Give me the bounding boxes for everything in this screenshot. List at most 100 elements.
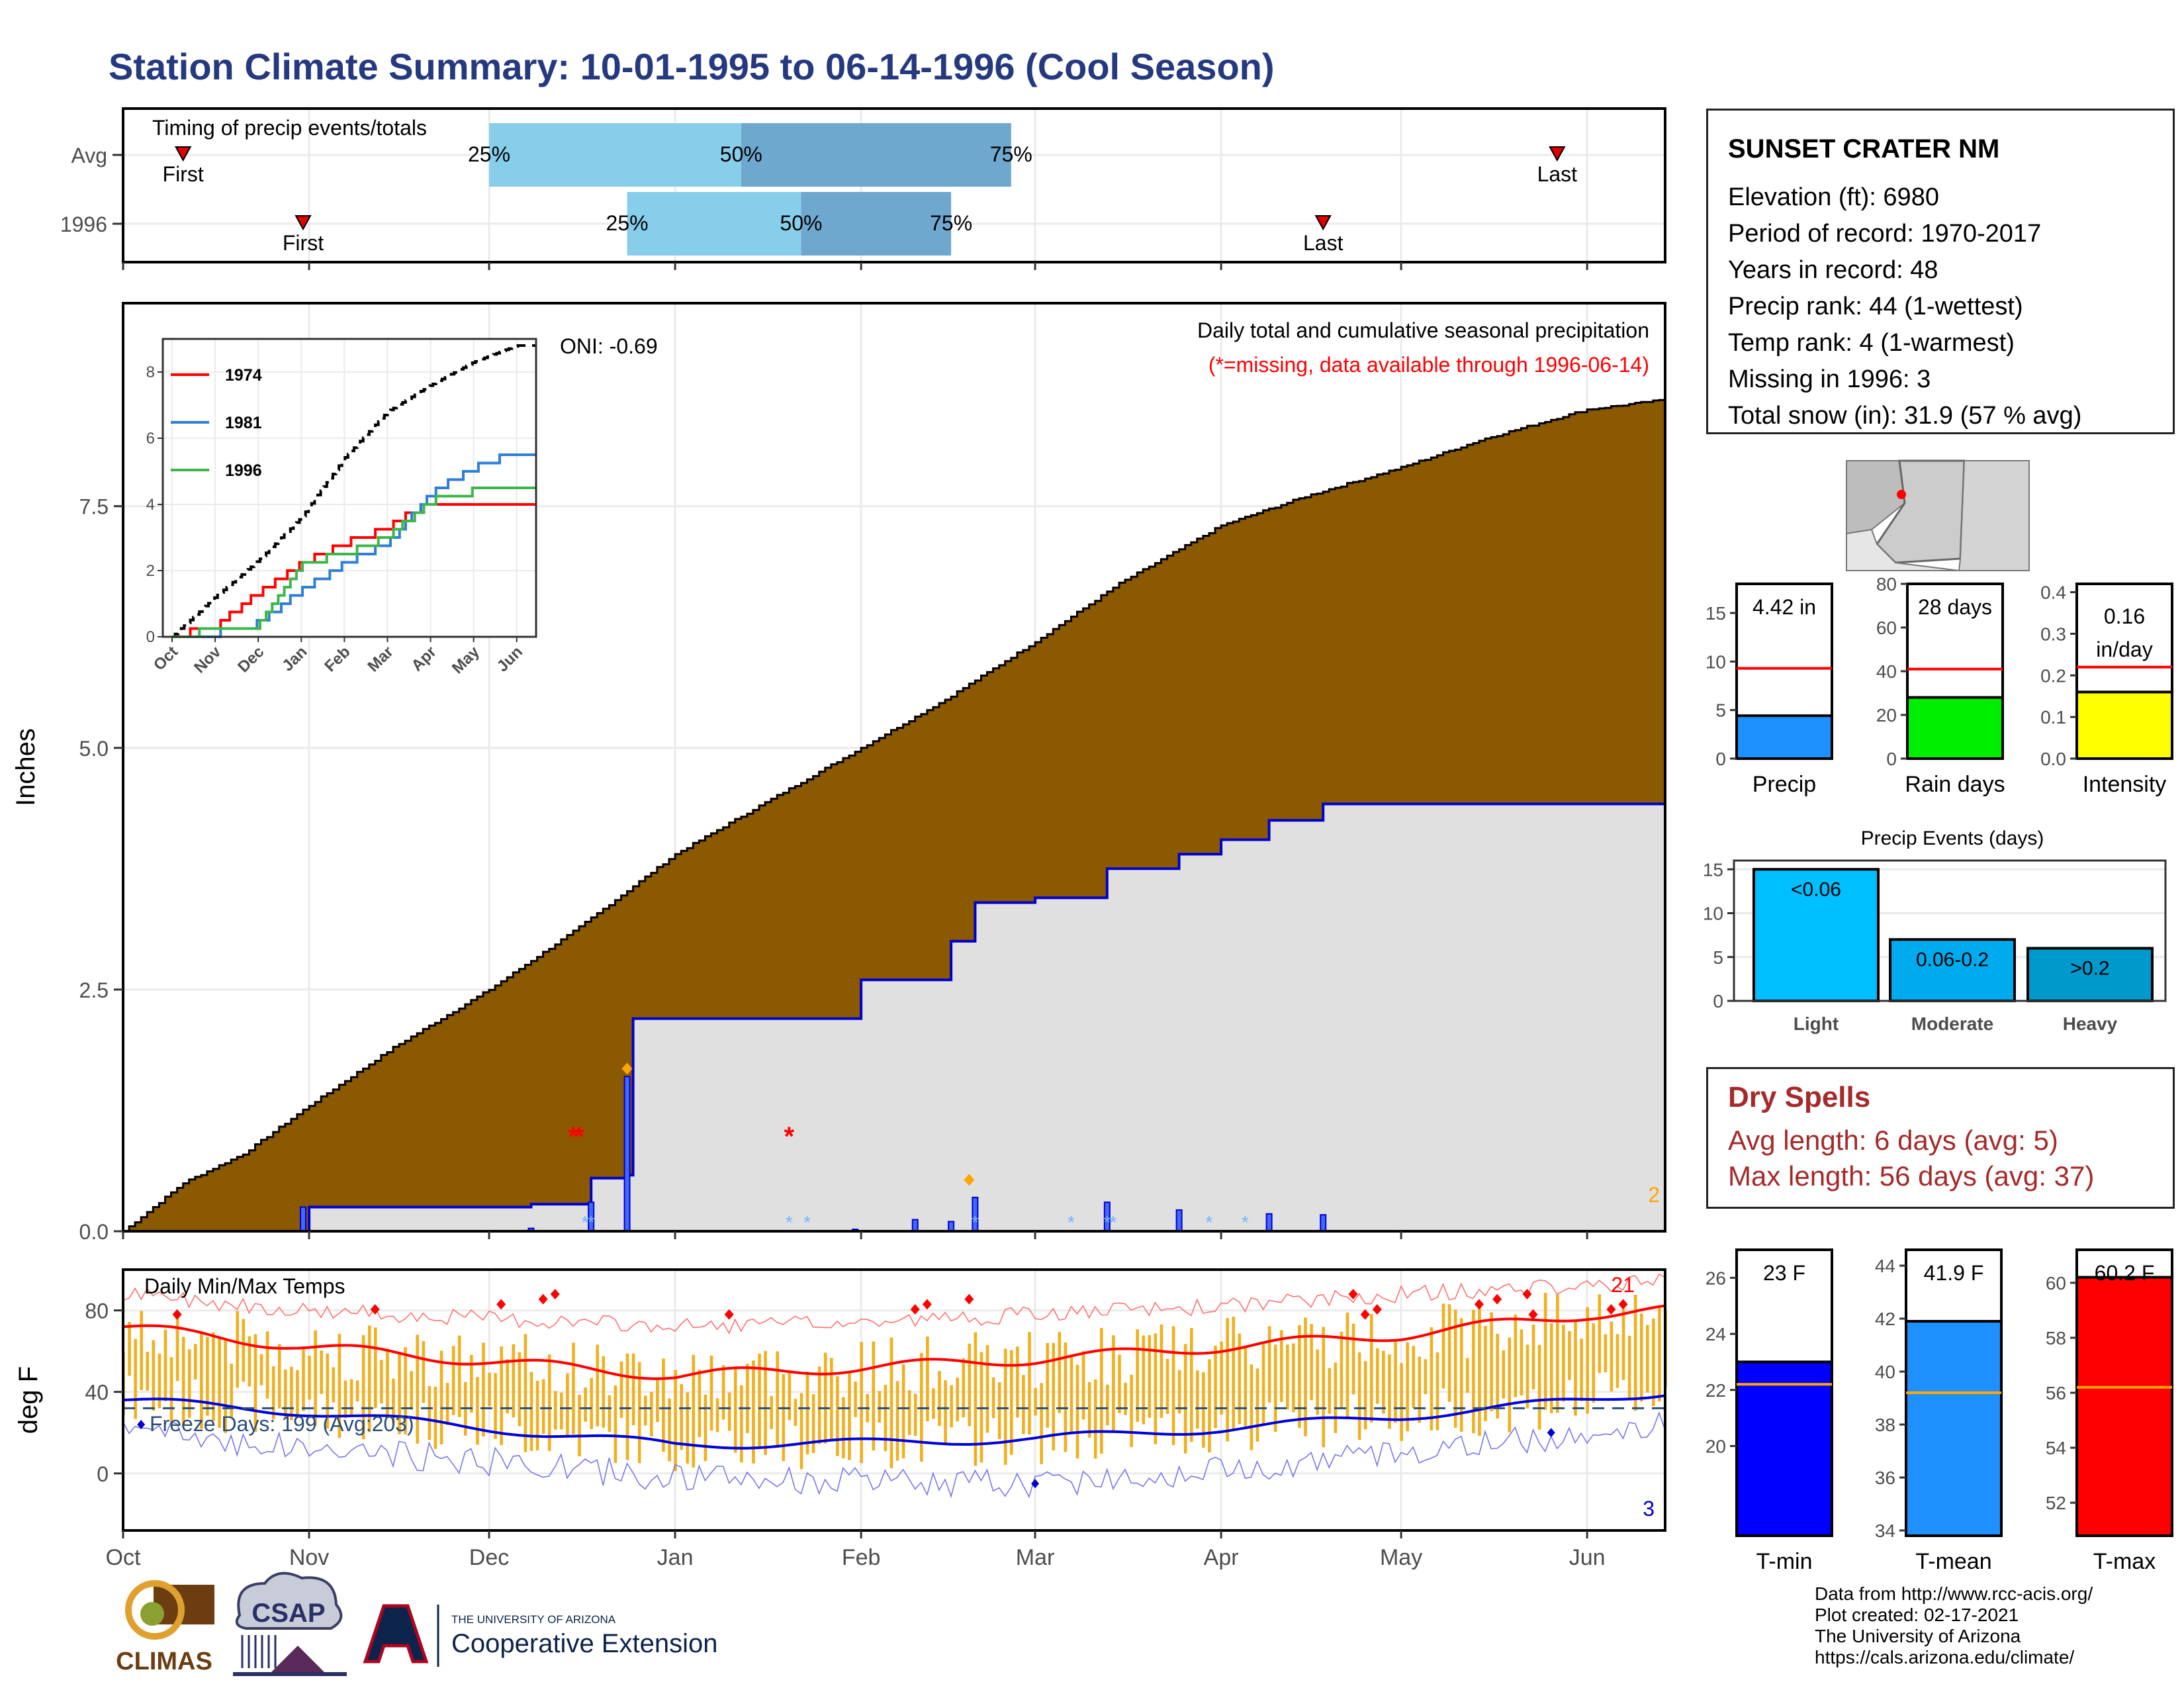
season-cumulative-line (123, 802, 1666, 1233)
daily-temp-bar (1580, 1338, 1583, 1401)
daily-temp-bar (361, 1335, 365, 1440)
daily-temp-bar (668, 1398, 671, 1462)
inset-legend-label: 1996 (225, 461, 262, 480)
station-line-temp-rank: Temp rank: 4 (1-warmest) (1728, 329, 2015, 357)
temp-ytick-label: 80 (85, 1299, 109, 1323)
daily-temp-bar (848, 1371, 851, 1460)
daily-temp-bar (1189, 1328, 1193, 1442)
daily-temp-bar (1112, 1335, 1115, 1432)
daily-temp-bar (1543, 1293, 1547, 1410)
daily-temp-bar (1357, 1352, 1361, 1440)
temp-summary-ytick-label: 58 (2046, 1328, 2066, 1348)
daily-temp-bar (643, 1395, 647, 1426)
daily-temp-bar (878, 1391, 882, 1423)
daily-temp-bar (799, 1393, 803, 1470)
daily-temp-bar (1171, 1326, 1175, 1445)
climas-logo-text: CLIMAS (116, 1648, 212, 1675)
record-high-marker (370, 1304, 380, 1315)
daily-temp-bar (782, 1374, 786, 1462)
events-ytick-label: 5 (1713, 947, 1723, 968)
precip-ytick-label: 2.5 (79, 978, 109, 1002)
daily-temp-bar (637, 1362, 641, 1464)
record-high-marker (1618, 1299, 1628, 1310)
summary-ytick-label: 0.3 (2040, 624, 2066, 644)
daily-temp-bar (721, 1365, 725, 1420)
daily-temp-bar (746, 1364, 749, 1433)
daily-temp-bar (1345, 1312, 1349, 1418)
daily-temp-bar (271, 1366, 275, 1419)
daily-temp-bar (1232, 1316, 1236, 1430)
temp-xtick-label: Oct (106, 1545, 141, 1570)
daily-temp-bar (1400, 1363, 1403, 1441)
timing-first-marker (295, 215, 312, 231)
snow-marker: * (803, 1212, 811, 1233)
record-low-marker (1031, 1479, 1040, 1489)
timing-last-marker (1314, 215, 1332, 231)
daily-temp-bar (1430, 1327, 1433, 1430)
daily-temp-bar (200, 1333, 203, 1429)
summary-ytick-label: 80 (1876, 574, 1897, 594)
daily-temp-bar (1142, 1335, 1146, 1425)
daily-temp-bar (230, 1364, 233, 1418)
temp-summary-ytick-label: 26 (1706, 1268, 1726, 1288)
temp-panel: Daily Min/Max Temps Freeze Days: 199 (Avg… (14, 1268, 1667, 1570)
station-line-elevation: Elevation (ft): 6980 (1728, 183, 1939, 211)
temp-summary-ytick-label: 40 (1875, 1362, 1895, 1382)
daily-temp-bar (1267, 1326, 1271, 1403)
timing-last-label: Last (1303, 231, 1343, 255)
daily-temp-bar (187, 1349, 191, 1419)
daily-temp-bar (181, 1336, 185, 1427)
daily-temp-bar (343, 1380, 347, 1419)
station-location-dot (1897, 490, 1906, 499)
daily-temp-bar (590, 1378, 593, 1429)
daily-temp-bar (1363, 1361, 1367, 1430)
daily-temp-bar (1136, 1329, 1139, 1422)
daily-temp-bar (1298, 1325, 1301, 1429)
quartile-box-low (627, 192, 801, 256)
daily-temp-bar (596, 1344, 600, 1427)
record-high-marker (538, 1293, 548, 1305)
daily-temp-bar (1376, 1348, 1379, 1404)
inset-series-line (172, 487, 536, 638)
daily-temp-bar (380, 1360, 383, 1404)
daily-temp-bar (277, 1344, 281, 1409)
temp-panel-title: Daily Min/Max Temps (144, 1274, 345, 1298)
daily-temp-bar (584, 1387, 587, 1422)
daily-temp-bar (193, 1344, 197, 1380)
inset-legend-label: 1981 (225, 414, 262, 432)
daily-temp-bar (1177, 1370, 1181, 1414)
events-ytick-label: 0 (1713, 991, 1723, 1011)
record-max-line (122, 1273, 1666, 1335)
daily-temp-bar (1556, 1294, 1559, 1413)
inset-ytick-label: 4 (146, 496, 155, 514)
missing-marker: * (784, 1122, 795, 1151)
temp-summary-label: T-mean (1915, 1549, 1991, 1574)
daily-temp-bar (1022, 1375, 1025, 1434)
daily-temp-bar (1478, 1301, 1481, 1436)
daily-temp-bar (248, 1336, 251, 1387)
daily-temp-bar (656, 1378, 659, 1423)
daily-temp-bar (332, 1367, 336, 1403)
temp-plot-bg (123, 1270, 1665, 1530)
summary-ytick-label: 60 (1876, 618, 1897, 638)
daily-temp-bar (805, 1372, 809, 1455)
coop-extension-text: Cooperative Extension (451, 1629, 717, 1658)
daily-temp-bar (715, 1398, 719, 1432)
temp-xtick-label: May (1380, 1545, 1422, 1570)
map-region-west (1846, 460, 1906, 535)
record-min-line (122, 1411, 1666, 1499)
daily-temp-bar (367, 1325, 371, 1432)
daily-temp-bar (236, 1311, 240, 1388)
station-line-precip-rank: Precip rank: 44 (1-wettest) (1728, 293, 2023, 320)
record-high-marker (1606, 1304, 1616, 1315)
daily-precip-bar (911, 1219, 919, 1232)
daily-temp-bar (1633, 1294, 1637, 1411)
daily-temp-bar (1369, 1314, 1373, 1423)
daily-precip-bar (948, 1221, 955, 1233)
footer-line: Plot created: 02-17-2021 (1815, 1605, 2019, 1625)
precip-y-axis-label: Inches (11, 728, 40, 806)
daily-temp-bar (692, 1354, 696, 1468)
daily-temp-bar (854, 1382, 857, 1417)
record-high-marker (1528, 1309, 1538, 1320)
daily-temp-bar (428, 1385, 432, 1440)
